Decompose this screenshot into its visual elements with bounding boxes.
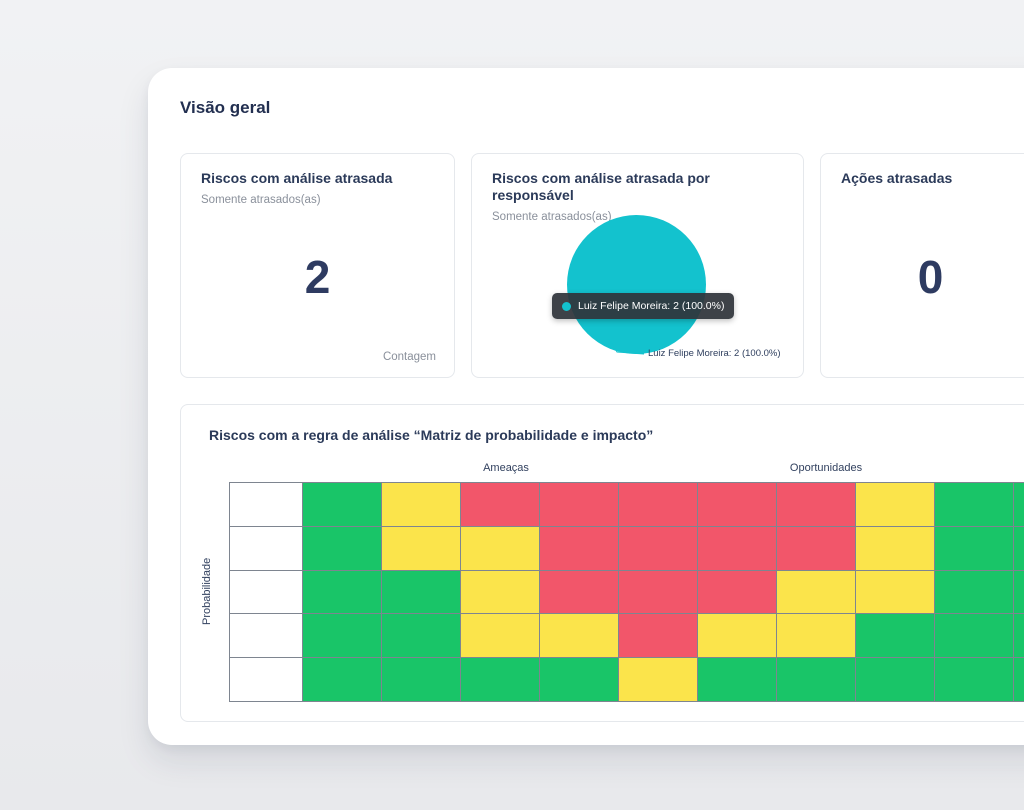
matrix-row-header-cell [230,614,303,659]
matrix-cell[interactable] [777,658,856,702]
matrix-cell[interactable] [303,483,382,527]
matrix-cell[interactable] [461,526,540,571]
card-title: Ações atrasadas [841,170,953,186]
matrix-cell[interactable] [856,658,935,702]
matrix-cell[interactable] [856,570,935,615]
matrix-cell[interactable] [303,614,382,659]
matrix-cell[interactable] [619,570,698,615]
matrix-cell[interactable] [856,483,935,527]
matrix-cell[interactable] [382,570,461,615]
kpi-footer-label: Contagem [382,351,436,363]
card-subtitle: Somente atrasados(as) [492,210,612,223]
matrix-cell[interactable] [461,570,540,615]
probability-axis-label: Probabilidade [201,557,213,626]
matrix-cell[interactable] [303,526,382,571]
risk-matrix-card: Riscos com a regra de análise “Matriz de… [180,404,1024,722]
matrix-cell[interactable] [1014,658,1024,702]
card-late-risk-by-owner: Riscos com análise atrasada por responsá… [471,153,804,378]
matrix-cell[interactable] [777,614,856,659]
page-title: Visão geral [180,98,271,117]
matrix-cell[interactable] [935,483,1014,527]
card-title: Riscos com análise atrasada [201,170,393,186]
matrix-cell[interactable] [935,658,1014,702]
matrix-cell[interactable] [777,570,856,615]
matrix-cell[interactable] [698,658,777,702]
matrix-cell[interactable] [619,614,698,659]
matrix-cell[interactable] [698,483,777,527]
matrix-cell[interactable] [698,570,777,615]
matrix-cell[interactable] [1014,526,1024,571]
series-dot-icon [562,301,571,311]
matrix-cell[interactable] [303,570,382,615]
pie-chart-area: Luiz Felipe Moreira: 2 (100.0%) Luiz Fel… [472,154,803,377]
kpi-cards-row: Riscos com análise atrasada Somente atra… [180,153,1024,378]
pie-slice-label: Luiz Felipe Moreira: 2 (100.0%) [648,348,781,359]
matrix-cell[interactable] [540,658,619,702]
matrix-row-header-cell [230,483,303,527]
kpi-value: 0 [917,251,944,303]
matrix-cell[interactable] [540,614,619,659]
matrix-title: Riscos com a regra de análise “Matriz de… [209,427,654,443]
dashboard-content: Visão geral Riscos com análise atrasada … [148,68,1024,745]
matrix-cell[interactable] [698,526,777,571]
card-title: Riscos com análise atrasada por responsá… [492,170,710,203]
opportunities-axis-label: Oportunidades [789,462,863,474]
dashboard-panel: Visão geral Riscos com análise atrasada … [148,68,1024,745]
matrix-cell[interactable] [382,483,461,527]
matrix-cell[interactable] [1014,570,1024,615]
matrix-row-header-cell [230,526,303,571]
kpi-value: 2 [304,251,331,303]
matrix-cell[interactable] [382,526,461,571]
matrix-cell[interactable] [935,570,1014,615]
matrix-cell[interactable] [461,658,540,702]
card-late-actions: Ações atrasadas 0 [820,153,1024,378]
matrix-cell[interactable] [382,614,461,659]
matrix-cell[interactable] [619,526,698,571]
matrix-row-header-cell [230,570,303,615]
matrix-row-header-cell [230,658,303,702]
matrix-cell[interactable] [540,483,619,527]
pie-slice-tooltip: Luiz Felipe Moreira: 2 (100.0%) [552,293,735,319]
threats-axis-label: Ameaças [483,462,529,474]
matrix-cell[interactable] [619,658,698,702]
matrix-cell[interactable] [461,614,540,659]
matrix-cell[interactable] [935,614,1014,659]
matrix-cell[interactable] [856,526,935,571]
matrix-cell[interactable] [382,658,461,702]
matrix-cell[interactable] [777,483,856,527]
matrix-cell[interactable] [777,526,856,571]
card-subtitle: Somente atrasados(as) [201,193,321,206]
tooltip-text: Luiz Felipe Moreira: 2 (100.0%) [578,300,725,312]
matrix-cell[interactable] [619,483,698,527]
matrix-cell[interactable] [935,526,1014,571]
matrix-cell[interactable] [303,658,382,702]
matrix-cell[interactable] [1014,483,1024,527]
card-late-risk-analysis: Riscos com análise atrasada Somente atra… [180,153,455,378]
matrix-cell[interactable] [461,483,540,527]
matrix-cell[interactable] [698,614,777,659]
pie-chart[interactable] [567,215,706,354]
matrix-cell[interactable] [856,614,935,659]
matrix-cell[interactable] [540,570,619,615]
matrix-cell[interactable] [540,526,619,571]
matrix-grid [229,482,1024,702]
matrix-cell[interactable] [1014,614,1024,659]
